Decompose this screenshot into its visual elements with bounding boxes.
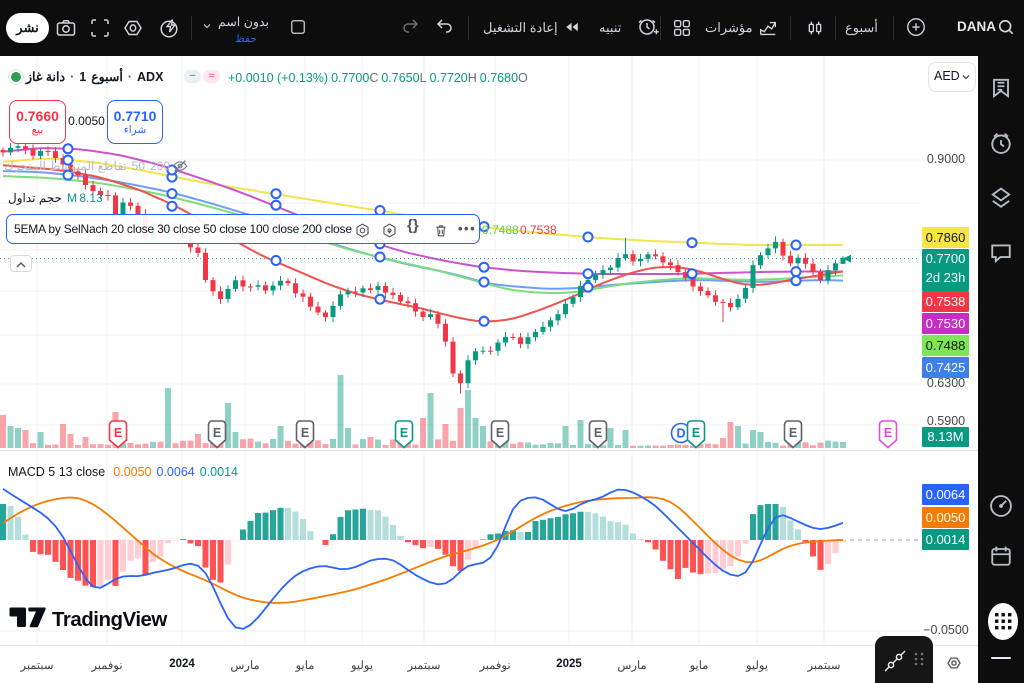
svg-text:TradingView: TradingView: [52, 608, 167, 631]
svg-text:E: E: [692, 426, 700, 440]
svg-text:D: D: [676, 427, 685, 441]
svg-text:E: E: [594, 426, 602, 440]
svg-text:E: E: [301, 426, 309, 440]
svg-text:E: E: [496, 426, 504, 440]
svg-text:E: E: [789, 426, 797, 440]
svg-text:E: E: [213, 426, 221, 440]
svg-text:E: E: [114, 426, 122, 440]
svg-text:E: E: [400, 426, 408, 440]
svg-text:E: E: [884, 426, 892, 440]
